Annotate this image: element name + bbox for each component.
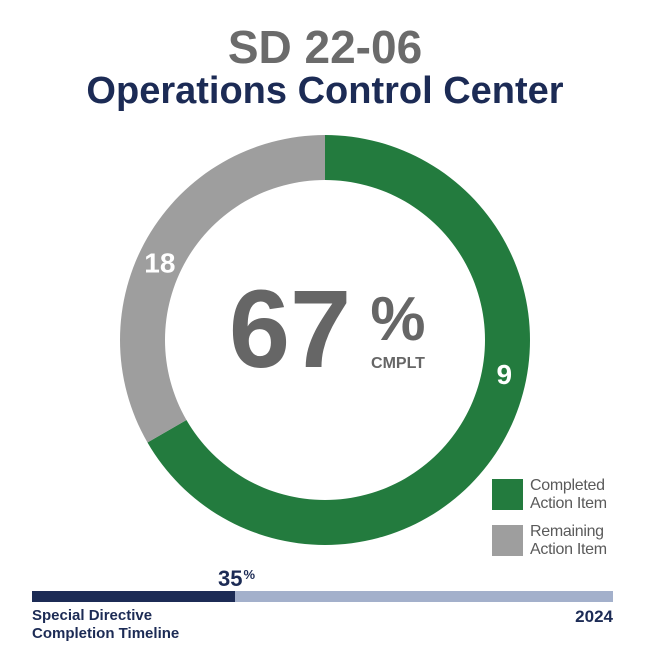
timeline-label-line1: Special Directive xyxy=(32,607,153,624)
timeline-year: 2024 xyxy=(575,607,613,626)
legend-label-completed: Completed Action Item xyxy=(530,477,607,512)
slice-label-remaining: 9 xyxy=(496,359,512,390)
page-title: SD 22-06 xyxy=(227,21,423,73)
chart-legend: Completed Action Item Remaining Action I… xyxy=(492,477,632,569)
timeline-label: Special Directive Completion Timeline xyxy=(32,607,179,643)
timeline-progress-track xyxy=(32,591,613,602)
timeline-percent-value: 35 xyxy=(218,566,243,591)
legend-swatch-remaining xyxy=(492,525,523,556)
timeline-percent-unit: % xyxy=(243,567,256,582)
center-value: 67 xyxy=(229,268,351,391)
page-subtitle: Operations Control Center xyxy=(86,70,564,112)
timeline-percent: 35% xyxy=(218,566,255,592)
timeline-label-line2: Completion Timeline xyxy=(32,625,180,642)
slice-label-completed: 18 xyxy=(144,247,175,278)
legend-item-remaining: Remaining Action Item xyxy=(492,523,632,569)
donut-slice-remaining xyxy=(119,135,325,443)
legend-swatch-completed xyxy=(492,479,523,510)
center-unit: % xyxy=(370,285,425,354)
center-caption: CMPLT xyxy=(371,355,425,372)
legend-label-remaining: Remaining Action Item xyxy=(530,523,607,558)
legend-item-completed: Completed Action Item xyxy=(492,477,632,523)
timeline-progress-fill xyxy=(32,591,236,602)
